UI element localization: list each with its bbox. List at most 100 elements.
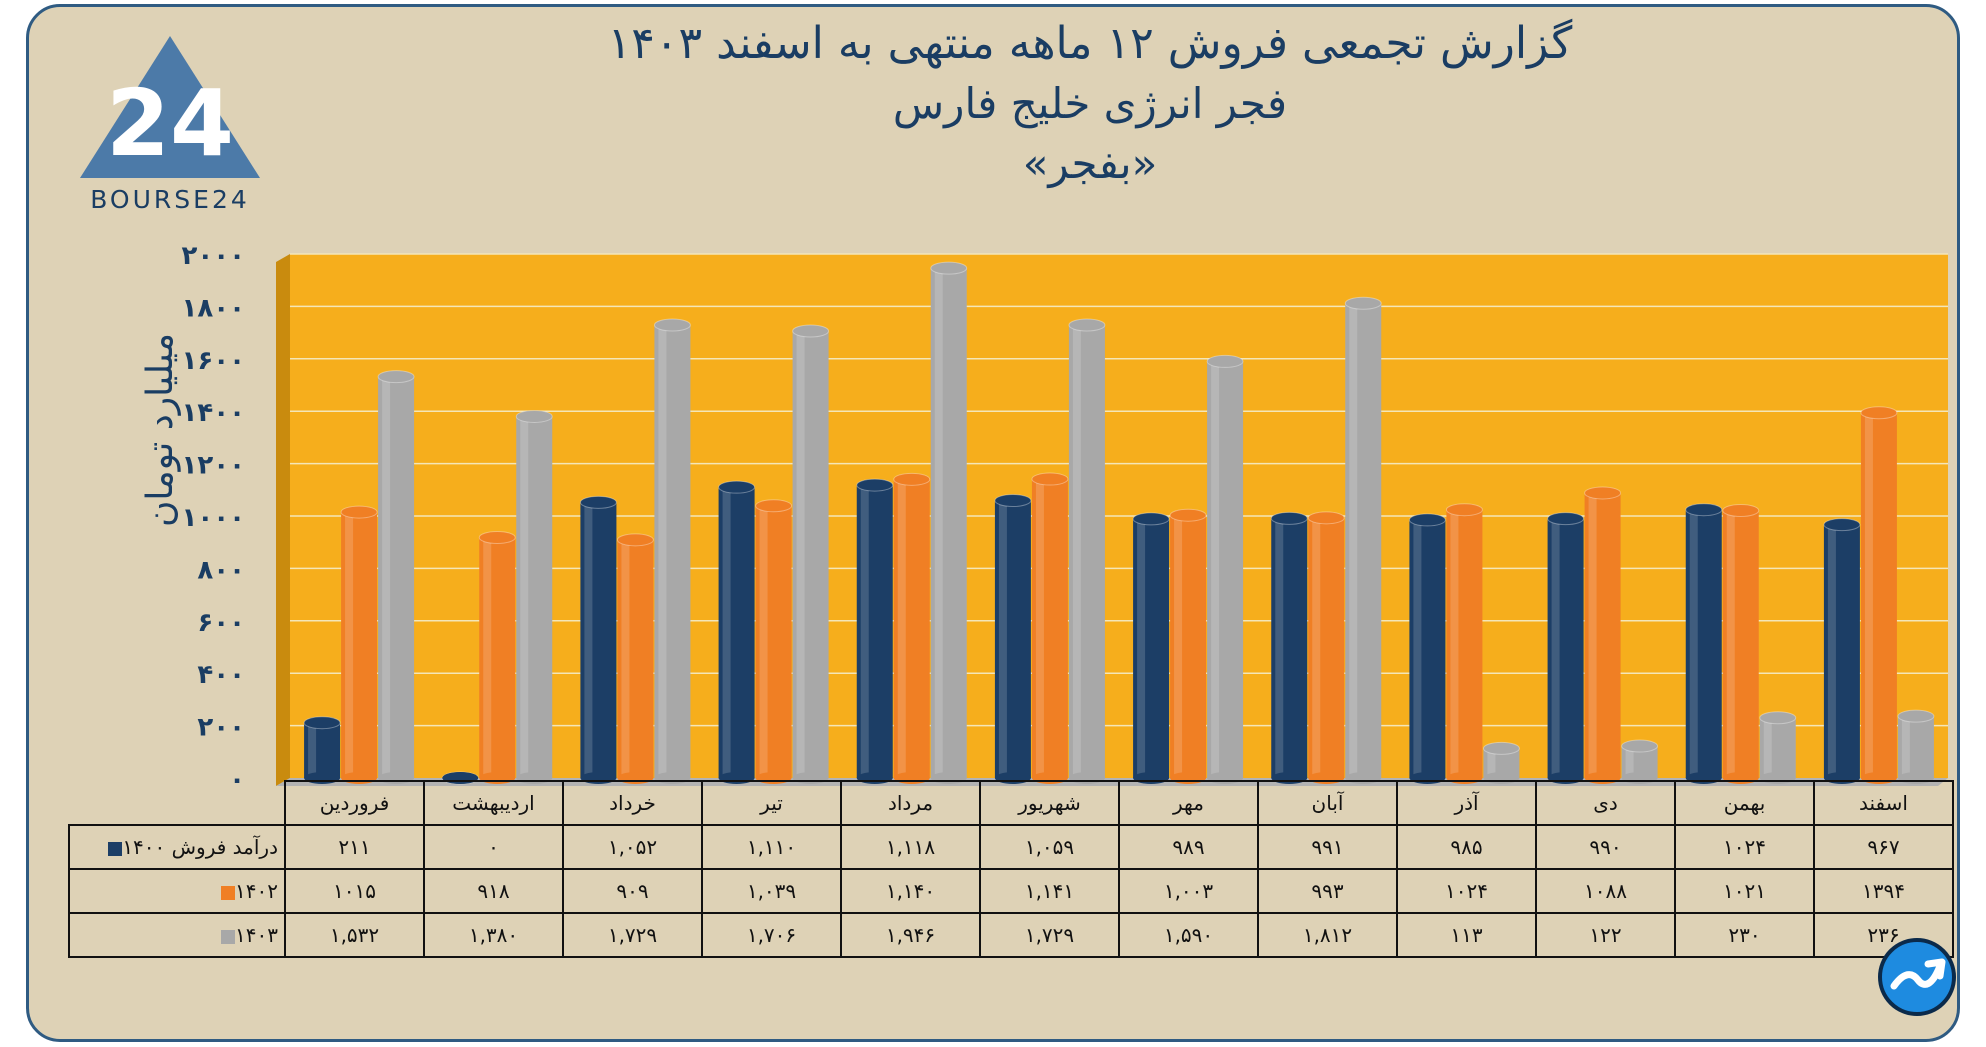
bar: [930, 268, 967, 778]
data-label: ۱,۱۱۸: [840, 824, 981, 870]
bar-cap: [616, 533, 654, 547]
chart-title-block: گزارش تجمعی فروش ۱۲ ماهه منتهی به اسفند …: [380, 14, 1800, 194]
bar-cap: [893, 472, 931, 486]
category-label: دی: [1535, 780, 1676, 826]
y-tick-label: ۱۶۰۰: [182, 346, 245, 376]
y-tick-label: ۲۰۰۰: [182, 241, 245, 271]
logo-triangle: [80, 36, 260, 178]
category-label: بهمن: [1674, 780, 1815, 826]
bar: [1409, 519, 1446, 778]
bar-highlight: [1349, 303, 1358, 778]
data-label: ۱۳۹۴: [1813, 868, 1954, 914]
bar-cap: [1132, 512, 1170, 526]
data-label: ۱,۷۲۹: [562, 912, 703, 958]
bar-cap: [303, 716, 341, 730]
bourse24-logo: 24: [80, 36, 260, 178]
bar-cap: [515, 409, 553, 423]
bar: [654, 325, 691, 778]
bar: [1207, 361, 1244, 778]
ticker-symbol: «بفجر»: [1022, 139, 1158, 188]
table-row: درآمد فروش ۱۴۰۰ ۲۱۱ ۰ ۱,۰۵۲ ۱,۱۱۰ ۱,۱۱۸ ۱,۰۵۹ ۹…: [68, 824, 1954, 870]
bar-highlight: [1137, 518, 1146, 778]
bar: [479, 537, 516, 778]
bar: [1345, 303, 1382, 778]
category-label: شهریور: [979, 780, 1120, 826]
bar-highlight: [483, 537, 492, 778]
bar-cap: [1685, 503, 1723, 517]
category-label: فروردین: [284, 780, 425, 826]
data-label: ۱,۱۱۰: [701, 824, 842, 870]
bar: [1271, 518, 1308, 778]
data-label: ۲۳۰: [1674, 912, 1815, 958]
data-label: ۱,۱۴۰: [840, 868, 981, 914]
bar-cap: [792, 324, 830, 338]
bar: [1308, 517, 1345, 778]
bar-cap: [994, 494, 1032, 508]
bar-cap: [1206, 354, 1244, 368]
y-tick-label: ۶۰۰: [197, 608, 245, 638]
bar-highlight: [1689, 509, 1698, 778]
bar-highlight: [998, 500, 1007, 778]
category-label: مهر: [1118, 780, 1259, 826]
series-name: ۱۴۰۲: [235, 879, 278, 903]
data-label: ۹۹۳: [1257, 868, 1398, 914]
data-label: ۰: [423, 824, 564, 870]
bar-cap: [1445, 503, 1483, 517]
bar-cap: [1621, 739, 1659, 753]
data-label: ۱۰۲۴: [1674, 824, 1815, 870]
data-label: ۱۰۱۵: [284, 868, 425, 914]
table-row: ۱۴۰۳ ۱,۵۳۲ ۱,۳۸۰ ۱,۷۲۹ ۱,۷۰۶ ۱,۹۴۶ ۱,۷۲۹ ۱,۵۹۰ ۱…: [68, 912, 1954, 958]
bar-highlight: [584, 502, 593, 778]
trend-up-arrow-icon: [1890, 958, 1946, 990]
category-label: اردیبهشت: [423, 780, 564, 826]
bar-highlight: [520, 416, 529, 778]
bar-highlight: [934, 268, 943, 778]
legend-swatch: [221, 929, 236, 944]
bar: [617, 539, 654, 778]
chart-title: گزارش تجمعی فروش ۱۲ ماهه منتهی به اسفند …: [607, 18, 1573, 69]
bar-highlight: [1072, 325, 1081, 778]
data-label: ۲۱۱: [284, 824, 425, 870]
bar: [1170, 515, 1207, 778]
bar: [1722, 510, 1759, 778]
data-label: ۱۰۸۸: [1535, 868, 1676, 914]
bar-highlight: [897, 479, 906, 778]
bar-highlight: [658, 325, 667, 778]
y-tick-label: ۱۰۰۰: [182, 503, 245, 533]
bar-cap: [1031, 472, 1069, 486]
legend-entry: درآمد فروش ۱۴۰۰: [68, 824, 286, 870]
data-label: ۱۲۲: [1535, 912, 1676, 958]
bar: [1685, 509, 1722, 778]
category-label: مرداد: [840, 780, 981, 826]
bar: [1584, 492, 1621, 778]
bar-cap: [856, 478, 894, 492]
y-tick-label: ۰: [229, 765, 245, 790]
data-label: ۹۶۷: [1813, 824, 1954, 870]
y-axis-label: میلیارد تومان: [140, 332, 181, 528]
data-label: ۱,۰۵۹: [979, 824, 1120, 870]
legend-entry: ۱۴۰۲: [68, 868, 286, 914]
series-name: ۱۴۰۳: [235, 923, 278, 947]
data-label: ۱,۹۴۶: [840, 912, 981, 958]
bar: [1823, 524, 1860, 778]
data-label: ۱,۰۰۳: [1118, 868, 1259, 914]
bar-highlight: [1864, 412, 1873, 778]
data-label: ۹۸۹: [1118, 824, 1259, 870]
bar-cap: [377, 370, 415, 384]
bar-highlight: [1588, 492, 1597, 778]
data-label: ۱,۷۰۶: [701, 912, 842, 958]
bar-cap: [755, 499, 793, 513]
bar-cap: [1547, 512, 1585, 526]
data-label: ۱,۸۱۲: [1257, 912, 1398, 958]
bar: [516, 416, 553, 778]
bar-cap: [930, 261, 968, 275]
y-tick-label: ۱۸۰۰: [182, 293, 245, 323]
bar-cap: [1270, 511, 1308, 525]
series-name: درآمد فروش ۱۴۰۰: [122, 835, 278, 859]
bar-cap: [579, 495, 617, 509]
plot-side-wall: [276, 254, 290, 786]
legend-entry: ۱۴۰۳: [68, 912, 286, 958]
logo-mark: 24: [106, 70, 234, 177]
bar-highlight: [796, 331, 805, 778]
bar: [718, 487, 755, 778]
